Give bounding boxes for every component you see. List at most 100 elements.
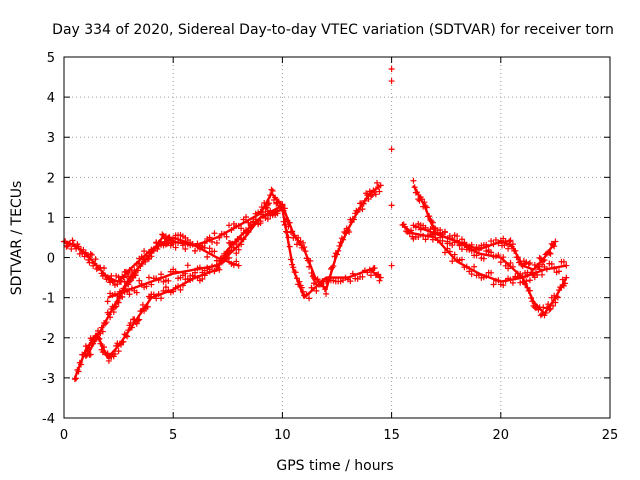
data-point: [417, 226, 424, 233]
data-point: [155, 277, 162, 284]
data-point: [295, 234, 302, 241]
data-point: [411, 184, 418, 191]
data-point: [367, 193, 374, 200]
data-point: [98, 324, 105, 331]
data-point: [170, 240, 177, 247]
data-point: [361, 197, 368, 204]
data-point: [158, 271, 165, 278]
data-point: [80, 246, 87, 253]
data-point: [334, 251, 340, 258]
data-point: [115, 348, 122, 355]
x-tick-label: 20: [493, 428, 510, 443]
data-point: [158, 239, 165, 246]
data-point: [551, 243, 558, 250]
data-point: [141, 307, 148, 314]
data-point: [446, 232, 453, 239]
data-point: [441, 229, 448, 236]
data-point: [552, 299, 559, 306]
data-point: [359, 206, 366, 213]
data-point: [224, 248, 231, 255]
data-point: [101, 265, 108, 272]
data-point: [75, 368, 82, 375]
plot-frame: [63, 56, 611, 419]
data-point: [142, 258, 149, 265]
data-point: [439, 237, 446, 244]
data-point: [437, 227, 444, 234]
data-point: [414, 189, 421, 196]
data-point: [412, 224, 419, 231]
data-point: [213, 240, 220, 247]
data-point: [221, 250, 228, 257]
data-point: [238, 241, 245, 248]
data-point: [179, 282, 186, 289]
data-point: [285, 234, 292, 241]
data-point: [349, 270, 356, 277]
y-tick-label: 4: [47, 91, 55, 106]
data-point: [113, 342, 120, 349]
data-point: [228, 226, 235, 233]
data-point: [233, 250, 240, 257]
data-point: [119, 293, 126, 300]
data-point: [110, 309, 117, 316]
data-point: [461, 240, 468, 247]
data-point: [342, 230, 349, 237]
data-point: [559, 276, 566, 283]
data-point: [431, 224, 438, 231]
data-point: [306, 295, 313, 302]
data-point: [335, 247, 342, 254]
data-point: [549, 302, 556, 309]
data-point: [286, 219, 293, 226]
data-point: [128, 324, 135, 331]
data-point: [143, 283, 150, 290]
data-point: [562, 280, 569, 287]
data-point: [289, 261, 296, 268]
data-point: [492, 236, 499, 243]
data-point: [139, 301, 146, 308]
data-point: [426, 213, 433, 220]
data-point: [88, 251, 95, 258]
data-point: [408, 227, 415, 234]
data-point: [85, 256, 92, 263]
data-point: [286, 243, 293, 250]
data-point: [84, 347, 91, 354]
data-point: [287, 256, 294, 263]
data-point: [192, 269, 199, 276]
data-point: [120, 274, 127, 281]
data-point: [166, 234, 173, 241]
data-point-spike: [388, 78, 395, 85]
data-point: [423, 204, 430, 211]
data-point: [308, 269, 315, 276]
data-point: [429, 236, 436, 243]
y-axis-title: SDTVAR / TECUs: [9, 181, 25, 296]
data-point: [560, 258, 567, 265]
data-point: [372, 191, 379, 198]
data-point: [274, 210, 281, 217]
data-point: [105, 357, 112, 364]
data-point: [247, 223, 254, 230]
data-point: [539, 271, 546, 278]
data-point: [267, 192, 274, 199]
data-point: [500, 254, 507, 261]
data-point: [563, 262, 570, 269]
data-point: [77, 361, 84, 368]
data-point: [495, 277, 502, 284]
data-point: [535, 263, 542, 270]
data-point: [540, 304, 547, 311]
data-point: [87, 351, 94, 358]
data-point: [144, 303, 151, 310]
data-point: [300, 239, 307, 246]
data-point: [514, 254, 521, 261]
data-point: [289, 228, 296, 235]
data-point: [268, 186, 275, 193]
data-point: [85, 346, 92, 353]
data-point: [536, 254, 543, 261]
x-axis-title: GPS time / hours: [276, 458, 393, 474]
data-point: [290, 264, 297, 271]
data-point: [177, 286, 184, 293]
data-point: [97, 340, 104, 347]
data-point: [148, 253, 155, 260]
data-point: [257, 218, 264, 225]
data-point: [514, 270, 521, 277]
data-point: [529, 269, 536, 276]
data-point: [507, 259, 514, 266]
